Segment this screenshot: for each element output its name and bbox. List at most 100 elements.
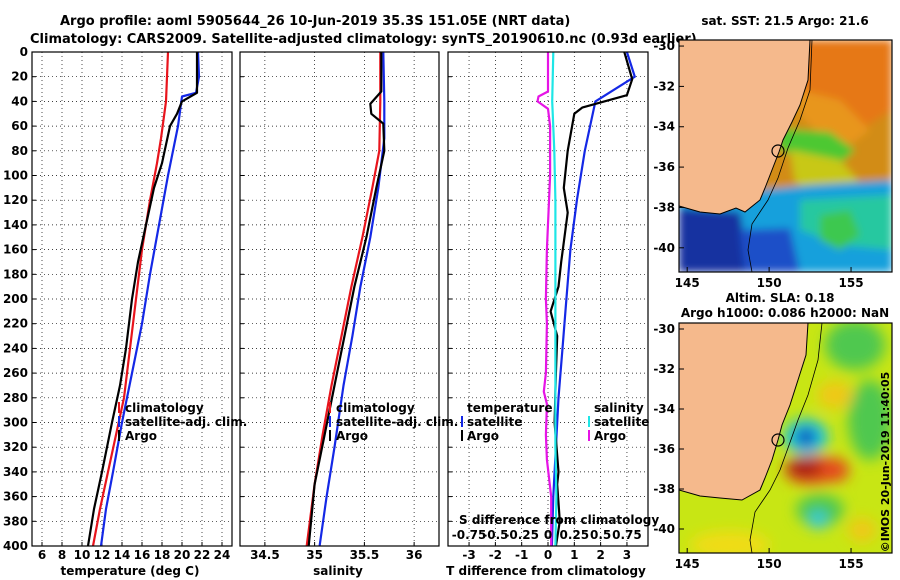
x-tick-label: -3	[462, 548, 475, 562]
y-tick-label: 340	[3, 465, 28, 479]
map-lat-label: -36	[653, 442, 675, 456]
map-lat-label: -30	[653, 322, 675, 336]
temperature-legend: climatology satellite-adj. clim. Argo	[118, 401, 247, 443]
map-lon-label: 150	[757, 276, 782, 290]
salinity-series	[305, 51, 386, 547]
x-tick-label: 2	[596, 548, 604, 562]
y-tick-label: 160	[3, 243, 28, 257]
x-tick-label: 18	[154, 548, 171, 562]
legend-t-argo: Argo	[467, 429, 499, 443]
x-tick-label: 35.5	[350, 548, 380, 562]
s-tick-label: -0.5	[482, 528, 508, 542]
s-tick-label: -0.75	[452, 528, 487, 542]
sla-argo-marker	[771, 433, 785, 447]
x-tick-label: 1	[570, 548, 578, 562]
x-tick-label: 8	[58, 548, 66, 562]
title-line-2: Climatology: CARS2009. Satellite-adjuste…	[30, 32, 697, 47]
salinity-grid	[240, 51, 439, 547]
y-tick-label: 360	[3, 490, 28, 504]
x-tick-label: 14	[114, 548, 131, 562]
sst-map-title: sat. SST: 21.5 Argo: 21.6	[701, 14, 868, 28]
y-tick-label: 260	[3, 366, 28, 380]
map-lon-label: 155	[839, 276, 864, 290]
map-lat-label: -30	[653, 39, 675, 53]
salinity-x-label: salinity	[313, 564, 363, 578]
salinity-x-tick-labels: 34.5 35 35.5 36	[250, 548, 422, 562]
x-tick-label: 35	[306, 548, 323, 562]
s-tick-label: 0	[544, 528, 552, 542]
x-tick-label: 24	[214, 548, 231, 562]
y-tick-label: 200	[3, 292, 28, 306]
sst-map-frame	[678, 39, 893, 273]
map-lon-label: 145	[675, 276, 700, 290]
sla-map: Altim. SLA: 0.18 Argo h1000: 0.086 h2000…	[653, 291, 893, 571]
sla-lon-labels: 145 150 155	[675, 548, 864, 571]
temperature-x-label: temperature (deg C)	[61, 564, 200, 578]
map-lat-label: -40	[653, 522, 675, 536]
sst-map: sat. SST: 21.5 Argo: 21.6 -30-32-34-36-3…	[653, 14, 893, 290]
legend-salinity-title: salinity	[594, 401, 644, 415]
y-tick-label: 140	[3, 218, 28, 232]
x-tick-label: 10	[74, 548, 91, 562]
x-tick-label: 20	[174, 548, 191, 562]
sst-cold-southwest	[679, 208, 750, 272]
map-lat-label: -34	[653, 402, 675, 416]
t-difference-label: T difference from climatology	[446, 564, 646, 578]
y-tick-label: 80	[11, 144, 28, 158]
temperature-y-tick-labels: 0 20 40 60 80 100 120 140 160 180 200 220 240 260 280 3…	[3, 45, 28, 553]
y-tick-label: 400	[3, 539, 28, 553]
y-tick-label: 120	[3, 193, 28, 207]
difference-legend-temperature: temperature satellite Argo	[461, 401, 552, 443]
sla-map-title-2: Argo h1000: 0.086 h2000: NaN	[681, 306, 889, 320]
x-tick-label: -2	[489, 548, 502, 562]
map-lat-label: -40	[653, 241, 675, 255]
sst-argo-marker	[771, 144, 785, 158]
sla-map-field	[679, 323, 892, 553]
map-lat-label: -36	[653, 160, 675, 174]
difference-series	[536, 51, 636, 547]
y-tick-label: 20	[11, 70, 28, 84]
y-tick-label: 0	[20, 45, 28, 59]
x-tick-label: -1	[515, 548, 528, 562]
x-tick-label: 6	[38, 548, 46, 562]
sla-yellow-south	[848, 518, 876, 542]
map-lat-label: -38	[653, 482, 675, 496]
series-salinity-satellite	[551, 51, 558, 547]
s-difference-label: S difference from climatology	[459, 513, 659, 527]
legend-satellite-adj: satellite-adj. clim.	[336, 415, 458, 429]
sla-high-tail	[821, 458, 849, 482]
salinity-panel: 34.5 35 35.5 36 salinity climatology satell…	[239, 51, 458, 578]
legend-argo: Argo	[125, 429, 157, 443]
sla-yellow-patch	[817, 381, 853, 409]
s-tick-label: -0.25	[504, 528, 539, 542]
y-tick-label: 180	[3, 267, 28, 281]
temperature-series	[86, 51, 201, 547]
sst-green-eddy	[820, 210, 860, 250]
imos-timestamp: ©IMOS 20-Jun-2019 11:40:05	[879, 372, 892, 553]
sla-green-north	[825, 323, 885, 370]
y-tick-label: 240	[3, 341, 28, 355]
difference-legend-salinity: salinity satellite Argo	[588, 401, 649, 443]
sla-green-south	[796, 494, 844, 526]
salinity-legend: climatology satellite-adj. clim. Argo	[329, 401, 458, 443]
temperature-frame	[31, 51, 233, 547]
legend-s-argo: Argo	[594, 429, 626, 443]
sla-lat-labels: -30 -32 -34 -36 -38 -40	[653, 322, 684, 536]
temperature-x-tick-labels: 6 8 10 12 14 16 18 20 22 24	[38, 548, 231, 562]
legend-climatology: climatology	[125, 401, 204, 415]
sla-high-eddy	[787, 459, 823, 477]
sla-map-frame	[678, 322, 893, 554]
series-satellite-adj-clim-	[99, 51, 201, 547]
difference-panel: -3 -2 -1 0 1 2 3 -0.75-0.5-0.25 0 0.25 0.5 0.75 S …	[446, 51, 659, 578]
sst-eddy-warm	[800, 90, 870, 145]
sst-lat-labels: -30 -32 -34 -36 -38 -40	[653, 39, 684, 255]
legend-satellite-adj: satellite-adj. clim.	[125, 415, 247, 429]
map-lon-label: 155	[839, 557, 864, 571]
series-argo	[307, 52, 386, 547]
y-tick-label: 300	[3, 416, 28, 430]
map-lat-label: -32	[653, 79, 675, 93]
x-tick-label: 0	[544, 548, 552, 562]
sla-shelf-contour	[749, 323, 823, 553]
x-tick-label: 12	[94, 548, 111, 562]
